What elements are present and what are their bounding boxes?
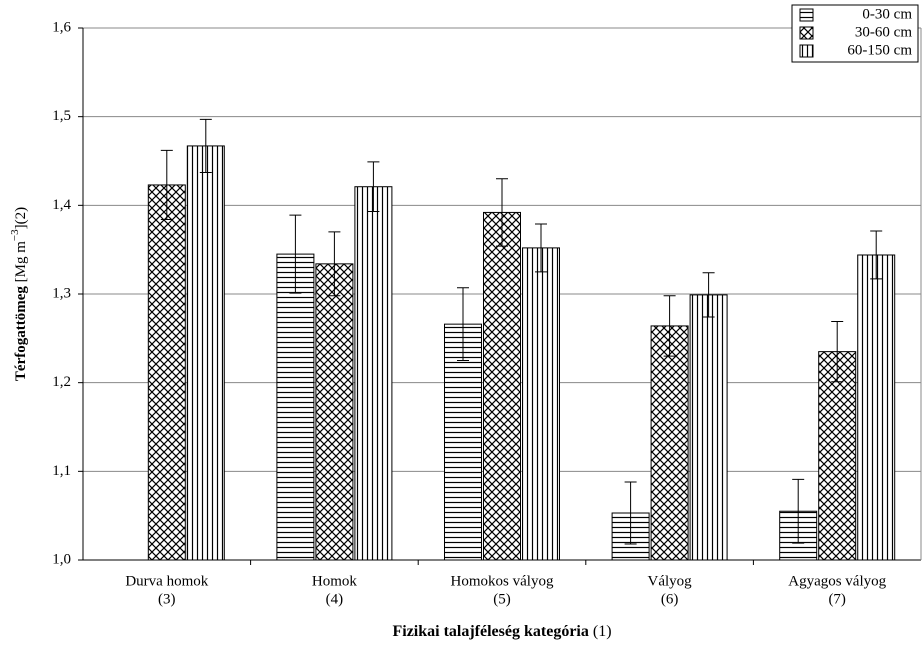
x-label-main: Fizikai talajféleség kategória [392, 623, 588, 640]
y-label-rest: ](2) [13, 207, 29, 230]
bar [650, 325, 689, 561]
x-tick-label: (3) [158, 591, 176, 607]
x-tick-label: (6) [661, 591, 679, 607]
x-tick-label: (7) [828, 591, 846, 607]
y-tick-label: 1,0 [52, 551, 71, 567]
error-bar [457, 287, 469, 361]
bar [483, 211, 521, 561]
x-tick-label: Vályog [648, 573, 693, 589]
error-bar [535, 223, 547, 273]
x-tick-label: Homok [312, 573, 358, 589]
x-axis-label: Fizikai talajféleség kategória (1) [392, 623, 611, 640]
error-bar [624, 481, 637, 545]
legend-swatch [799, 26, 814, 40]
legend-swatch [799, 44, 814, 58]
error-bar [160, 149, 173, 221]
bar [522, 247, 560, 561]
bar [354, 186, 393, 561]
x-label-rest: (1) [589, 623, 612, 640]
bar [689, 294, 728, 561]
bar [857, 254, 896, 561]
x-tick-label: Homokos vályog [451, 573, 554, 589]
error-bar [367, 161, 380, 213]
bar [276, 253, 315, 561]
y-axis-label: Térfogattömeg [Mg m−3](2) [9, 207, 30, 381]
x-tick-label: (4) [326, 591, 344, 607]
error-bar [831, 320, 844, 383]
error-bar [702, 272, 715, 318]
legend-label: 60-150 cm [847, 42, 912, 58]
y-label-exponent: −3 [9, 229, 21, 241]
error-bar [663, 295, 676, 357]
y-tick-label: 1,6 [52, 19, 71, 35]
legend-swatch [799, 8, 814, 22]
bar [315, 263, 354, 561]
error-bar [289, 214, 302, 294]
y-tick-label: 1,2 [52, 374, 71, 390]
error-bar [199, 118, 212, 174]
error-bar [870, 230, 883, 280]
legend-label: 0-30 cm [862, 6, 912, 22]
error-bar [792, 478, 805, 544]
bar [818, 351, 857, 561]
y-label-main: Térfogattömeg [13, 286, 29, 381]
x-tick-label: Durva homok [125, 573, 208, 589]
x-tick-label: (5) [493, 591, 511, 607]
error-bar [328, 231, 341, 297]
bar [186, 145, 225, 561]
y-tick-label: 1,5 [52, 108, 71, 124]
y-label-unit: [Mg m [13, 241, 29, 286]
y-tick-label: 1,4 [52, 197, 71, 213]
error-bar [496, 178, 508, 247]
x-tick-label: Agyagos vályog [788, 573, 886, 589]
bar [147, 184, 186, 561]
legend-label: 30-60 cm [855, 24, 912, 40]
y-tick-label: 1,1 [52, 463, 71, 479]
y-tick-label: 1,3 [52, 285, 71, 301]
